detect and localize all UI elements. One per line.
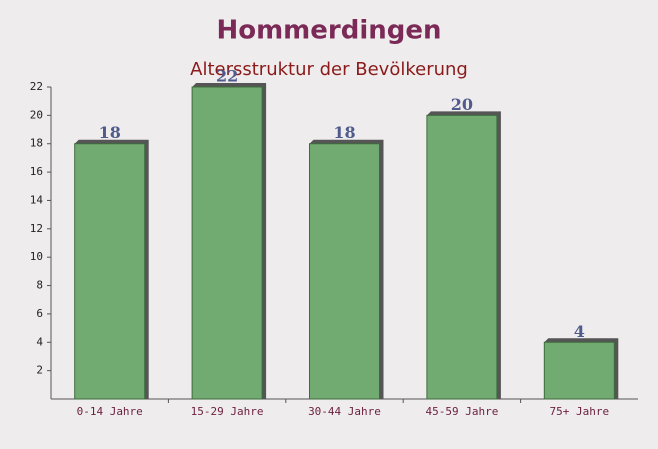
y-tick-label: 22 <box>30 80 43 93</box>
y-tick-label: 16 <box>30 165 43 178</box>
y-tick-label: 14 <box>30 193 44 206</box>
y-tick-label: 10 <box>30 250 43 263</box>
x-tick-label: 75+ Jahre <box>549 405 609 418</box>
y-tick-label: 18 <box>30 137 43 150</box>
chart-subtitle: Altersstruktur der Bevölkerung <box>190 59 468 80</box>
y-tick-label: 12 <box>30 222 43 235</box>
bar <box>543 341 615 400</box>
bar <box>74 143 146 400</box>
value-label: 20 <box>451 95 473 114</box>
x-tick-label: 15-29 Jahre <box>191 405 264 418</box>
x-tick-label: 45-59 Jahre <box>425 405 498 418</box>
y-tick-label: 2 <box>36 364 43 377</box>
bar <box>191 86 263 400</box>
chart-title: Hommerdingen <box>216 16 441 46</box>
value-label: 22 <box>216 67 238 86</box>
value-label: 18 <box>333 123 355 142</box>
x-tick-label: 30-44 Jahre <box>308 405 381 418</box>
value-label: 18 <box>99 123 121 142</box>
bar <box>426 114 498 400</box>
x-tick-label: 0-14 Jahre <box>77 405 143 418</box>
y-tick-label: 4 <box>36 335 43 348</box>
value-label: 4 <box>574 322 585 341</box>
y-tick-label: 20 <box>30 108 43 121</box>
y-tick-label: 6 <box>36 307 43 320</box>
bar <box>309 143 380 400</box>
y-tick-label: 8 <box>36 279 43 292</box>
